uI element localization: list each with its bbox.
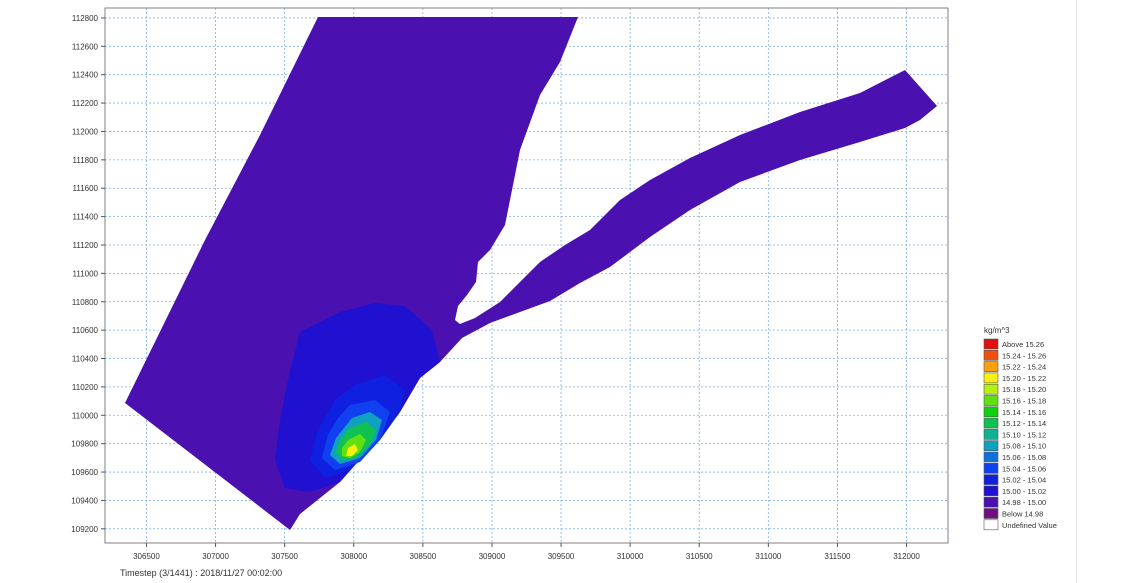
- y-axis-ticks: 109200 109400 109600 109800 110000 110200 1104…: [71, 14, 105, 534]
- legend-swatch: [983, 462, 999, 474]
- y-tick-label: 111400: [72, 213, 98, 222]
- y-tick-label: 112200: [72, 99, 99, 108]
- x-tick-label: 312000: [893, 552, 920, 561]
- legend-label: Below 14.98: [1002, 510, 1043, 519]
- legend-swatch: [983, 338, 999, 350]
- legend-swatch: [983, 372, 999, 384]
- y-tick-label: 111000: [72, 269, 98, 278]
- legend-swatch: [983, 349, 999, 361]
- side-panel: [1076, 0, 1137, 583]
- x-tick-label: 311500: [824, 552, 851, 561]
- x-tick-label: 308000: [340, 552, 367, 561]
- legend-label: 15.20 - 15.22: [1002, 374, 1046, 383]
- x-tick-label: 307000: [202, 552, 229, 561]
- legend-swatch: [983, 383, 999, 395]
- y-tick-label: 110200: [72, 383, 99, 392]
- legend-label: 15.18 - 15.20: [1002, 385, 1046, 394]
- legend-swatch: [983, 474, 999, 485]
- legend-swatch: [983, 451, 999, 463]
- legend-label: 15.22 - 15.24: [1002, 363, 1046, 372]
- y-tick-label: 110400: [72, 355, 99, 364]
- legend-swatch: [983, 440, 999, 452]
- legend-label: 15.16 - 15.18: [1002, 397, 1046, 406]
- plume-15-20: [346, 444, 358, 456]
- y-tick-label: 109200: [71, 525, 98, 534]
- legend-label: 15.12 - 15.14: [1002, 419, 1046, 428]
- y-tick-label: 110600: [72, 326, 99, 335]
- legend-swatch: [983, 417, 999, 429]
- y-tick-label: 112000: [72, 127, 99, 136]
- x-tick-label: 307500: [271, 552, 298, 561]
- legend-swatch: [983, 406, 999, 418]
- legend: kg/m^3 Above 15.26 15.24 - 15.26 15.22 - 1…: [983, 326, 1057, 531]
- y-tick-label: 111600: [72, 184, 98, 193]
- x-tick-label: 311000: [755, 552, 782, 561]
- legend-swatch: [983, 496, 999, 508]
- legend-swatch: [983, 519, 999, 531]
- legend-label: 15.24 - 15.26: [1002, 351, 1046, 360]
- y-tick-label: 112400: [72, 71, 99, 80]
- x-tick-label: 310000: [617, 552, 644, 561]
- legend-label: 15.04 - 15.06: [1002, 464, 1046, 473]
- x-tick-label: 308500: [410, 552, 437, 561]
- x-tick-label: 310500: [686, 552, 713, 561]
- model-domain: [125, 17, 937, 530]
- concentration-plume: [275, 303, 440, 492]
- legend-swatch: [983, 395, 999, 406]
- timestep-label: Timestep (3/1441) : 2018/11/27 00:02:00: [120, 568, 283, 578]
- legend-label: 15.06 - 15.08: [1002, 453, 1046, 462]
- legend-swatch: [983, 429, 999, 440]
- legend-label: 15.08 - 15.10: [1002, 442, 1046, 451]
- legend-label: 15.02 - 15.04: [1002, 476, 1046, 485]
- legend-label: 15.14 - 15.16: [1002, 408, 1046, 417]
- x-axis-ticks: 306500 307000 307500 308000 308500 309000 3095…: [133, 543, 920, 561]
- legend-swatch: [983, 361, 999, 372]
- y-tick-label: 110000: [72, 411, 99, 420]
- plot-area-border: [104, 7, 949, 544]
- y-tick-label: 109800: [71, 440, 98, 449]
- domain-area: [125, 17, 937, 530]
- legend-label: 15.10 - 15.12: [1002, 430, 1046, 439]
- y-tick-label: 110800: [72, 298, 99, 307]
- legend-label: 14.98 - 15.00: [1002, 498, 1046, 507]
- legend-label: Undefined Value: [1002, 521, 1057, 530]
- y-tick-label: 112800: [72, 14, 99, 23]
- legend-label: 15.00 - 15.02: [1002, 487, 1046, 496]
- x-tick-label: 306500: [133, 552, 160, 561]
- contour-chart: 306500 307000 307500 308000 308500 309000 3095…: [71, 7, 1057, 561]
- legend-swatch: [983, 508, 999, 519]
- y-tick-label: 109600: [71, 468, 98, 477]
- x-tick-label: 309000: [479, 552, 506, 561]
- x-tick-label: 309500: [548, 552, 575, 561]
- y-tick-label: 111800: [72, 156, 98, 165]
- legend-unit: kg/m^3: [984, 326, 1010, 335]
- legend-swatch: [983, 485, 999, 497]
- y-tick-label: 111200: [72, 241, 98, 250]
- y-tick-label: 109400: [71, 496, 98, 505]
- legend-label: Above 15.26: [1002, 340, 1044, 349]
- y-tick-label: 112600: [72, 42, 99, 51]
